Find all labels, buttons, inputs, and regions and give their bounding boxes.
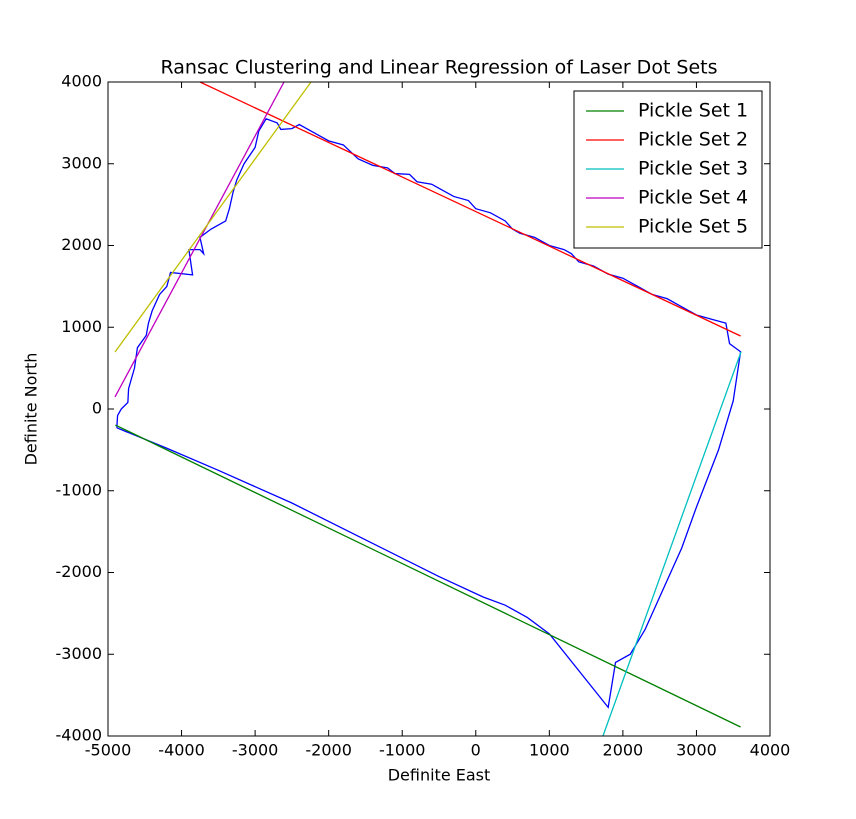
- y-axis-label: Definite North: [22, 353, 41, 466]
- legend-label: Pickle Set 1: [638, 100, 748, 122]
- chart-title: Ransac Clustering and Linear Regression …: [160, 57, 717, 79]
- series-line: [114, 82, 285, 398]
- y-tick-label: -1000: [56, 480, 103, 499]
- x-tick-label: 0: [471, 741, 481, 760]
- x-tick-label: 4000: [750, 741, 791, 760]
- series-line: [115, 424, 741, 728]
- y-tick-label: 2000: [61, 235, 102, 254]
- x-tick-label: -5000: [85, 741, 132, 760]
- legend-label: Pickle Set 4: [638, 187, 748, 209]
- x-axis-label: Definite East: [388, 766, 491, 785]
- y-tick-label: 4000: [61, 72, 102, 91]
- x-tick-label: -1000: [379, 741, 426, 760]
- y-tick-label: -2000: [56, 562, 103, 581]
- legend-label: Pickle Set 5: [638, 216, 748, 238]
- x-tick-label: -2000: [305, 741, 352, 760]
- series-line: [199, 82, 741, 337]
- x-tick-label: -4000: [158, 741, 205, 760]
- x-tick-label: -3000: [232, 741, 279, 760]
- series-line: [114, 82, 312, 353]
- legend-label: Pickle Set 3: [638, 158, 748, 180]
- series-line: [602, 351, 742, 736]
- x-tick-label: 1000: [529, 741, 570, 760]
- y-tick-label: 1000: [61, 317, 102, 336]
- y-tick-label: 0: [92, 399, 102, 418]
- legend-label: Pickle Set 2: [638, 129, 748, 151]
- y-tick-label: -4000: [56, 726, 103, 745]
- series-line: [116, 117, 742, 709]
- x-tick-label: 2000: [603, 741, 644, 760]
- y-tick-label: -3000: [56, 644, 103, 663]
- x-tick-label: 3000: [676, 741, 717, 760]
- y-tick-label: 3000: [61, 153, 102, 172]
